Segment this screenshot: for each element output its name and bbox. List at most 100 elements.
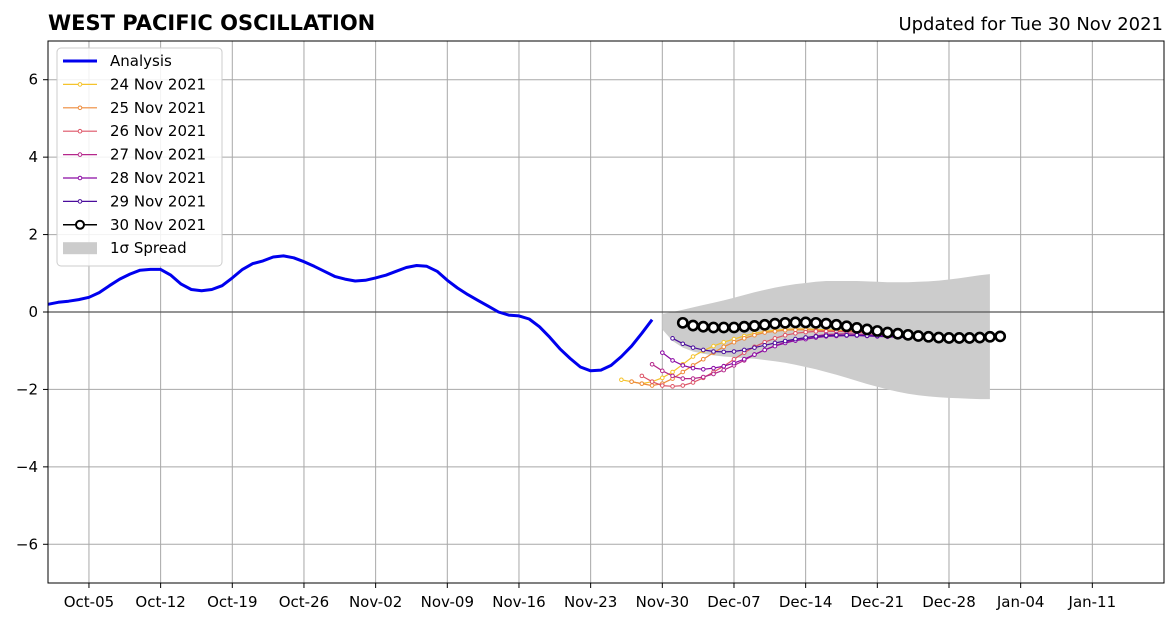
legend: Analysis 24 Nov 2021 25 Nov 2021 26 Nov 202… (56, 47, 223, 267)
forecast-point (700, 374, 706, 380)
axes: Oct-05 Oct-12 Oct-19 Oct-26 Nov-02 Nov-09 Nov-… (16, 40, 1165, 611)
y-tick-label: −4 (16, 458, 38, 476)
forecast-point (782, 338, 788, 344)
forecast-point (963, 332, 976, 344)
legend-label: 24 Nov 2021 (110, 75, 206, 93)
forecast-point (769, 317, 781, 330)
legend-label: 30 Nov 2021 (110, 216, 206, 234)
forecast-point (660, 368, 665, 374)
forecast-point (762, 330, 767, 335)
y-tick-label: −2 (16, 380, 38, 398)
legend-swatch-marker (75, 219, 85, 230)
legend-swatch-marker (77, 105, 83, 111)
forecast-point (697, 320, 710, 333)
legend-label: 27 Nov 2021 (110, 146, 206, 164)
x-tick-label: Dec-14 (779, 593, 833, 611)
updated-label: Updated for Tue 30 Nov 2021 (898, 14, 1163, 35)
chart-title: WEST PACIFIC OSCILLATION (48, 11, 375, 35)
legend-label: 26 Nov 2021 (110, 122, 206, 140)
forecast-point (803, 329, 808, 335)
legend-swatch-marker (77, 82, 83, 87)
forecast-point (660, 383, 665, 388)
legend-label: 1σ Spread (110, 239, 187, 257)
forecast-point (854, 332, 860, 338)
forecast-point (660, 350, 665, 355)
forecast-point (881, 326, 894, 339)
forecast-point (748, 320, 761, 332)
forecast-point (943, 332, 955, 344)
legend-swatch-marker (77, 175, 83, 181)
forecast-point (830, 318, 843, 331)
forecast-point (700, 366, 706, 372)
x-tick-label: Nov-16 (492, 593, 545, 611)
forecast-point (687, 319, 699, 332)
forecast-point (690, 365, 696, 371)
x-tick-label: Oct-12 (135, 593, 185, 611)
forecast-point (690, 354, 696, 359)
forecast-point (779, 316, 792, 329)
forecast-point (721, 339, 727, 345)
forecast-point (813, 329, 819, 334)
forecast-point (891, 327, 904, 340)
forecast-point (649, 383, 655, 388)
forecast-point (823, 333, 829, 338)
forecast-point (871, 325, 884, 337)
forecast-point (932, 331, 945, 344)
forecast-point (844, 332, 849, 338)
forecast-point (973, 331, 986, 344)
x-tick-label: Nov-23 (564, 593, 617, 611)
x-tick-label: Oct-05 (64, 593, 114, 611)
forecast-point (690, 376, 696, 381)
legend-label: 25 Nov 2021 (110, 99, 206, 117)
forecast-point (670, 373, 675, 379)
forecast-point (700, 347, 706, 353)
forecast-point (772, 336, 778, 341)
forecast-point (741, 356, 747, 362)
forecast-point (649, 361, 655, 367)
forecast-point (793, 336, 798, 342)
forecast-point (680, 363, 686, 368)
forecast-point (953, 332, 966, 344)
forecast-point (680, 383, 686, 388)
series-lines (47, 254, 1007, 389)
x-tick-label: Nov-09 (421, 593, 474, 611)
forecast-point (639, 381, 645, 386)
x-tick-label: Dec-21 (851, 593, 905, 611)
forecast-point (728, 321, 740, 334)
forecast-point (741, 336, 747, 341)
x-tick-label: Jan-04 (996, 593, 1045, 611)
plot-frame (47, 40, 1165, 584)
forecast-point (820, 317, 833, 330)
forecast-point (813, 334, 819, 339)
forecast-point (680, 369, 686, 375)
forecast-point (731, 349, 737, 354)
forecast-point (690, 345, 696, 350)
x-tick-label: Jan-11 (1068, 593, 1117, 611)
forecast-point (670, 358, 675, 363)
forecast-point (731, 360, 737, 366)
forecast-point (752, 332, 757, 338)
x-tick-label: Nov-30 (636, 593, 689, 611)
forecast-point (711, 371, 716, 377)
forecast-point (660, 375, 665, 381)
forecast-point (834, 332, 839, 338)
forecast-point (902, 328, 914, 341)
forecast-point (721, 349, 727, 355)
forecast-point (721, 363, 727, 369)
forecast-point (782, 327, 788, 333)
y-tick-label: −6 (16, 535, 38, 553)
x-tick-label: Dec-07 (707, 593, 761, 611)
forecast-point (711, 349, 716, 354)
forecast-point (731, 356, 737, 362)
forecast-point (752, 352, 757, 357)
forecast-point (772, 329, 778, 334)
x-tick-label: Oct-26 (279, 593, 329, 611)
forecast-point (782, 332, 788, 338)
forecast-point (789, 316, 802, 329)
y-tick-label: 0 (28, 303, 38, 321)
legend-swatch-marker (77, 199, 83, 204)
x-tick-label: Dec-28 (922, 593, 976, 611)
forecast-point (984, 330, 996, 343)
forecast-point (762, 347, 767, 353)
